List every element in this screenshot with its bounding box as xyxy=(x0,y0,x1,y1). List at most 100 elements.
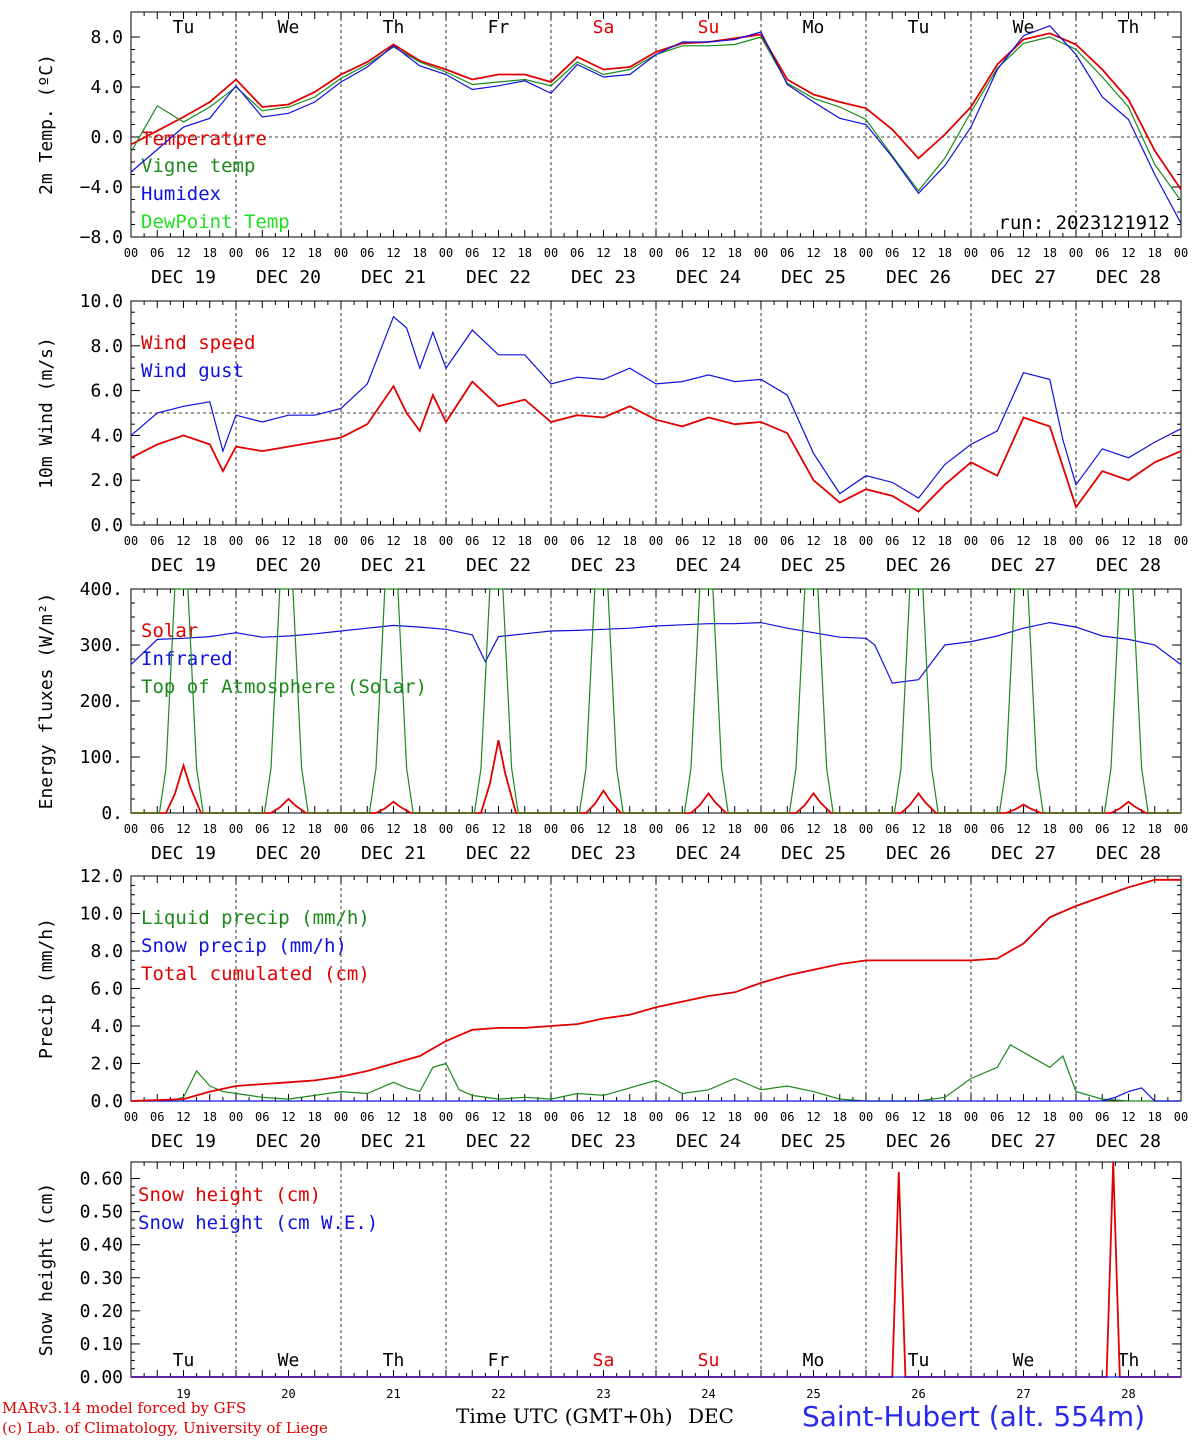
hour-label: 18 xyxy=(938,822,952,836)
hour-label: 00 xyxy=(544,1110,558,1124)
y-tick-label: 8.0 xyxy=(90,27,123,48)
plot-frame xyxy=(130,11,1182,238)
hour-label: 00 xyxy=(964,246,978,260)
hour-label: 00 xyxy=(544,822,558,836)
y-tick-label: 0. xyxy=(101,803,123,824)
hour-label: 18 xyxy=(623,822,637,836)
date-label: DEC 25 xyxy=(781,843,846,864)
hour-label: 12 xyxy=(386,1110,400,1124)
hour-label: 06 xyxy=(255,1110,269,1124)
hour-label: 00 xyxy=(754,1110,768,1124)
hour-label: 00 xyxy=(544,534,558,548)
hour-label: 00 xyxy=(229,822,243,836)
date-label: DEC 28 xyxy=(1096,843,1161,864)
plot-frame xyxy=(130,588,1182,814)
legend-entry: Vigne temp xyxy=(141,155,255,177)
hour-label: 00 xyxy=(649,822,663,836)
hour-label: 12 xyxy=(911,534,925,548)
hour-label: 00 xyxy=(964,822,978,836)
hour-label: 00 xyxy=(754,246,768,260)
hour-label: 18 xyxy=(203,822,217,836)
hour-label: 06 xyxy=(255,822,269,836)
hour-label: 00 xyxy=(964,534,978,548)
hour-label: 00 xyxy=(334,246,348,260)
date-label: DEC 26 xyxy=(886,1131,951,1152)
y-tick-label: 0.0 xyxy=(90,127,123,148)
date-label: DEC 19 xyxy=(151,267,216,288)
day-name: We xyxy=(1013,17,1035,38)
date-label: DEC 20 xyxy=(256,267,321,288)
date-label: DEC 26 xyxy=(886,843,951,864)
hour-label: 06 xyxy=(780,246,794,260)
day-name: Sa xyxy=(593,17,615,38)
day-name: Fr xyxy=(488,1350,510,1371)
hour-label: 00 xyxy=(859,534,873,548)
hour-label: 12 xyxy=(386,822,400,836)
y-axis-title: Precip (mm/h) xyxy=(36,918,57,1059)
hour-label: 00 xyxy=(439,822,453,836)
hour-label: 12 xyxy=(281,1110,295,1124)
hour-label: 00 xyxy=(1069,822,1083,836)
y-tick-label: 8.0 xyxy=(90,941,123,962)
hour-label: 18 xyxy=(1043,822,1057,836)
series-line xyxy=(130,878,1181,1102)
day-number: 28 xyxy=(1121,1387,1135,1401)
y-tick-label: 2.0 xyxy=(90,1054,123,1075)
y-tick-label: 100. xyxy=(80,747,123,768)
date-label: DEC 28 xyxy=(1096,1131,1161,1152)
panel-3: 0. 100. 200. 300. 400. Energy fluxes (W/m²) 00… xyxy=(36,579,1188,864)
hour-label: 12 xyxy=(1121,822,1135,836)
hour-label: 12 xyxy=(386,534,400,548)
hour-label: 12 xyxy=(281,822,295,836)
hour-label: 18 xyxy=(938,246,952,260)
hour-label: 06 xyxy=(1095,534,1109,548)
hour-label: 00 xyxy=(1174,822,1188,836)
series-line xyxy=(130,621,1182,684)
date-label: DEC 19 xyxy=(151,843,216,864)
y-axis-title: 10m Wind (m/s) xyxy=(36,337,57,489)
hour-label: 00 xyxy=(1174,534,1188,548)
date-label: DEC 24 xyxy=(676,267,741,288)
date-label: DEC 24 xyxy=(676,1131,741,1152)
hour-label: 18 xyxy=(1148,822,1162,836)
hour-label: 00 xyxy=(1174,246,1188,260)
date-label: DEC 20 xyxy=(256,1131,321,1152)
hour-label: 12 xyxy=(176,822,190,836)
hour-label: 12 xyxy=(1121,534,1135,548)
hour-label: 00 xyxy=(1069,1110,1083,1124)
legend-entry: Snow height (cm W.E.) xyxy=(138,1212,378,1234)
hour-label: 18 xyxy=(833,246,847,260)
hour-label: 18 xyxy=(728,246,742,260)
y-tick-label: 0.60 xyxy=(80,1169,123,1190)
hour-label: 18 xyxy=(833,822,847,836)
hour-label: 12 xyxy=(701,822,715,836)
hour-label: 18 xyxy=(1148,1110,1162,1124)
y-tick-label: 6.0 xyxy=(90,381,123,402)
hour-label: 18 xyxy=(413,822,427,836)
hour-label: 12 xyxy=(701,534,715,548)
hour-label: 18 xyxy=(1043,246,1057,260)
hour-label: 00 xyxy=(334,534,348,548)
hour-label: 06 xyxy=(1095,246,1109,260)
hour-label: 06 xyxy=(465,534,479,548)
legend-entry: Top of Atmosphere (Solar) xyxy=(141,676,427,698)
hour-label: 12 xyxy=(701,1110,715,1124)
hour-label: 12 xyxy=(911,1110,925,1124)
hour-label: 18 xyxy=(308,822,322,836)
y-tick-label: 8.0 xyxy=(90,336,123,357)
hour-label: 18 xyxy=(203,246,217,260)
y-tick-label: 0.0 xyxy=(90,515,123,536)
hour-label: 00 xyxy=(859,1110,873,1124)
station-title: Saint-Hubert (alt. 554m) xyxy=(802,1400,1146,1433)
panel-5: 0.00 0.10 0.20 0.30 0.40 0.50 0.60 Snow height … xyxy=(36,1161,1182,1401)
hour-label: 12 xyxy=(1121,246,1135,260)
hour-label: 06 xyxy=(780,1110,794,1124)
series-line xyxy=(130,25,1182,224)
y-tick-label: 0.10 xyxy=(80,1334,123,1355)
y-tick-label: 2.0 xyxy=(90,470,123,491)
date-label: DEC 27 xyxy=(991,1131,1056,1152)
hour-label: 00 xyxy=(439,534,453,548)
day-name: Tu xyxy=(173,17,195,38)
hour-label: 06 xyxy=(465,822,479,836)
day-name: Th xyxy=(1118,17,1140,38)
